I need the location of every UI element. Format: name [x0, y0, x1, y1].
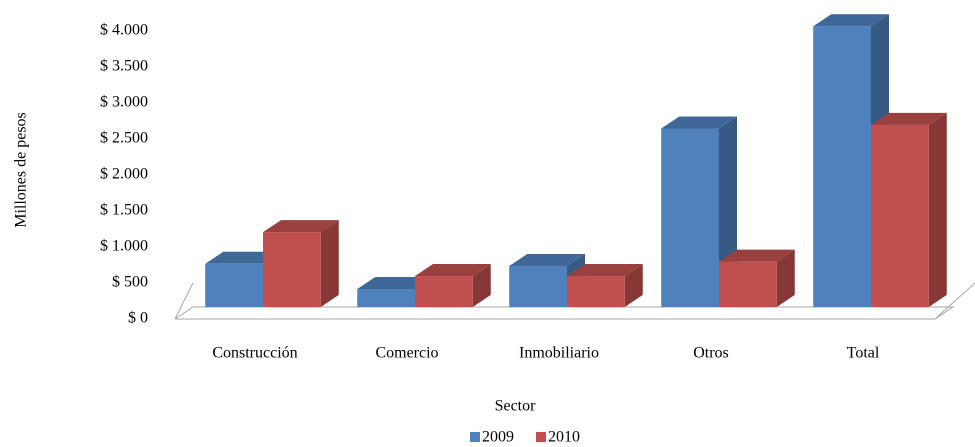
bar-top — [719, 249, 795, 262]
bar — [813, 26, 871, 307]
x-tick-label: Total — [847, 345, 880, 362]
legend-label: 2009 — [482, 429, 514, 446]
x-tick-label: Construcción — [212, 345, 297, 362]
bar — [661, 128, 719, 307]
bar — [871, 124, 929, 307]
x-tick-label: Comercio — [375, 345, 438, 362]
y-tick-label: $ 2.000 — [100, 166, 148, 183]
legend-label: 2010 — [548, 429, 580, 446]
bar-top — [357, 277, 433, 289]
y-tick-label: $ 1.000 — [100, 238, 148, 255]
bar — [357, 289, 415, 307]
y-tick-label: $ 0 — [128, 310, 148, 327]
floor — [174, 306, 955, 320]
x-tick-label: Otros — [693, 345, 729, 362]
bar — [719, 261, 777, 307]
bar-top — [509, 253, 585, 266]
y-tick-label: $ 3.500 — [100, 58, 148, 75]
x-tick-label: Inmobiliario — [519, 345, 599, 362]
floor-edge — [934, 282, 975, 320]
bar-top — [263, 220, 339, 233]
y-tick-label: $ 500 — [112, 274, 148, 291]
floor-edge — [174, 282, 194, 320]
bar-top — [205, 251, 281, 264]
bar — [263, 232, 321, 307]
bar-top — [415, 264, 491, 277]
y-tick-label: $ 4.000 — [100, 22, 148, 39]
x-axis-title: Sector — [495, 398, 537, 415]
bar-top — [661, 116, 737, 129]
bar-side — [472, 264, 491, 307]
bar — [567, 276, 625, 307]
bar-top — [871, 112, 947, 125]
y-tick-label: $ 3.000 — [100, 94, 148, 111]
bar-top — [813, 14, 889, 27]
bar-side — [776, 249, 795, 307]
y-axis-title: Millones de pesos — [13, 112, 30, 228]
bar-side — [928, 112, 947, 307]
bar — [509, 265, 567, 307]
legend-swatch — [470, 432, 480, 442]
bar-side — [624, 264, 643, 307]
bar — [205, 263, 263, 307]
legend-swatch — [536, 432, 546, 442]
y-tick-label: $ 2.500 — [100, 130, 148, 147]
y-tick-label: $ 1.500 — [100, 202, 148, 219]
bar-top — [567, 264, 643, 277]
bar — [415, 276, 473, 307]
bar-side — [320, 220, 339, 307]
